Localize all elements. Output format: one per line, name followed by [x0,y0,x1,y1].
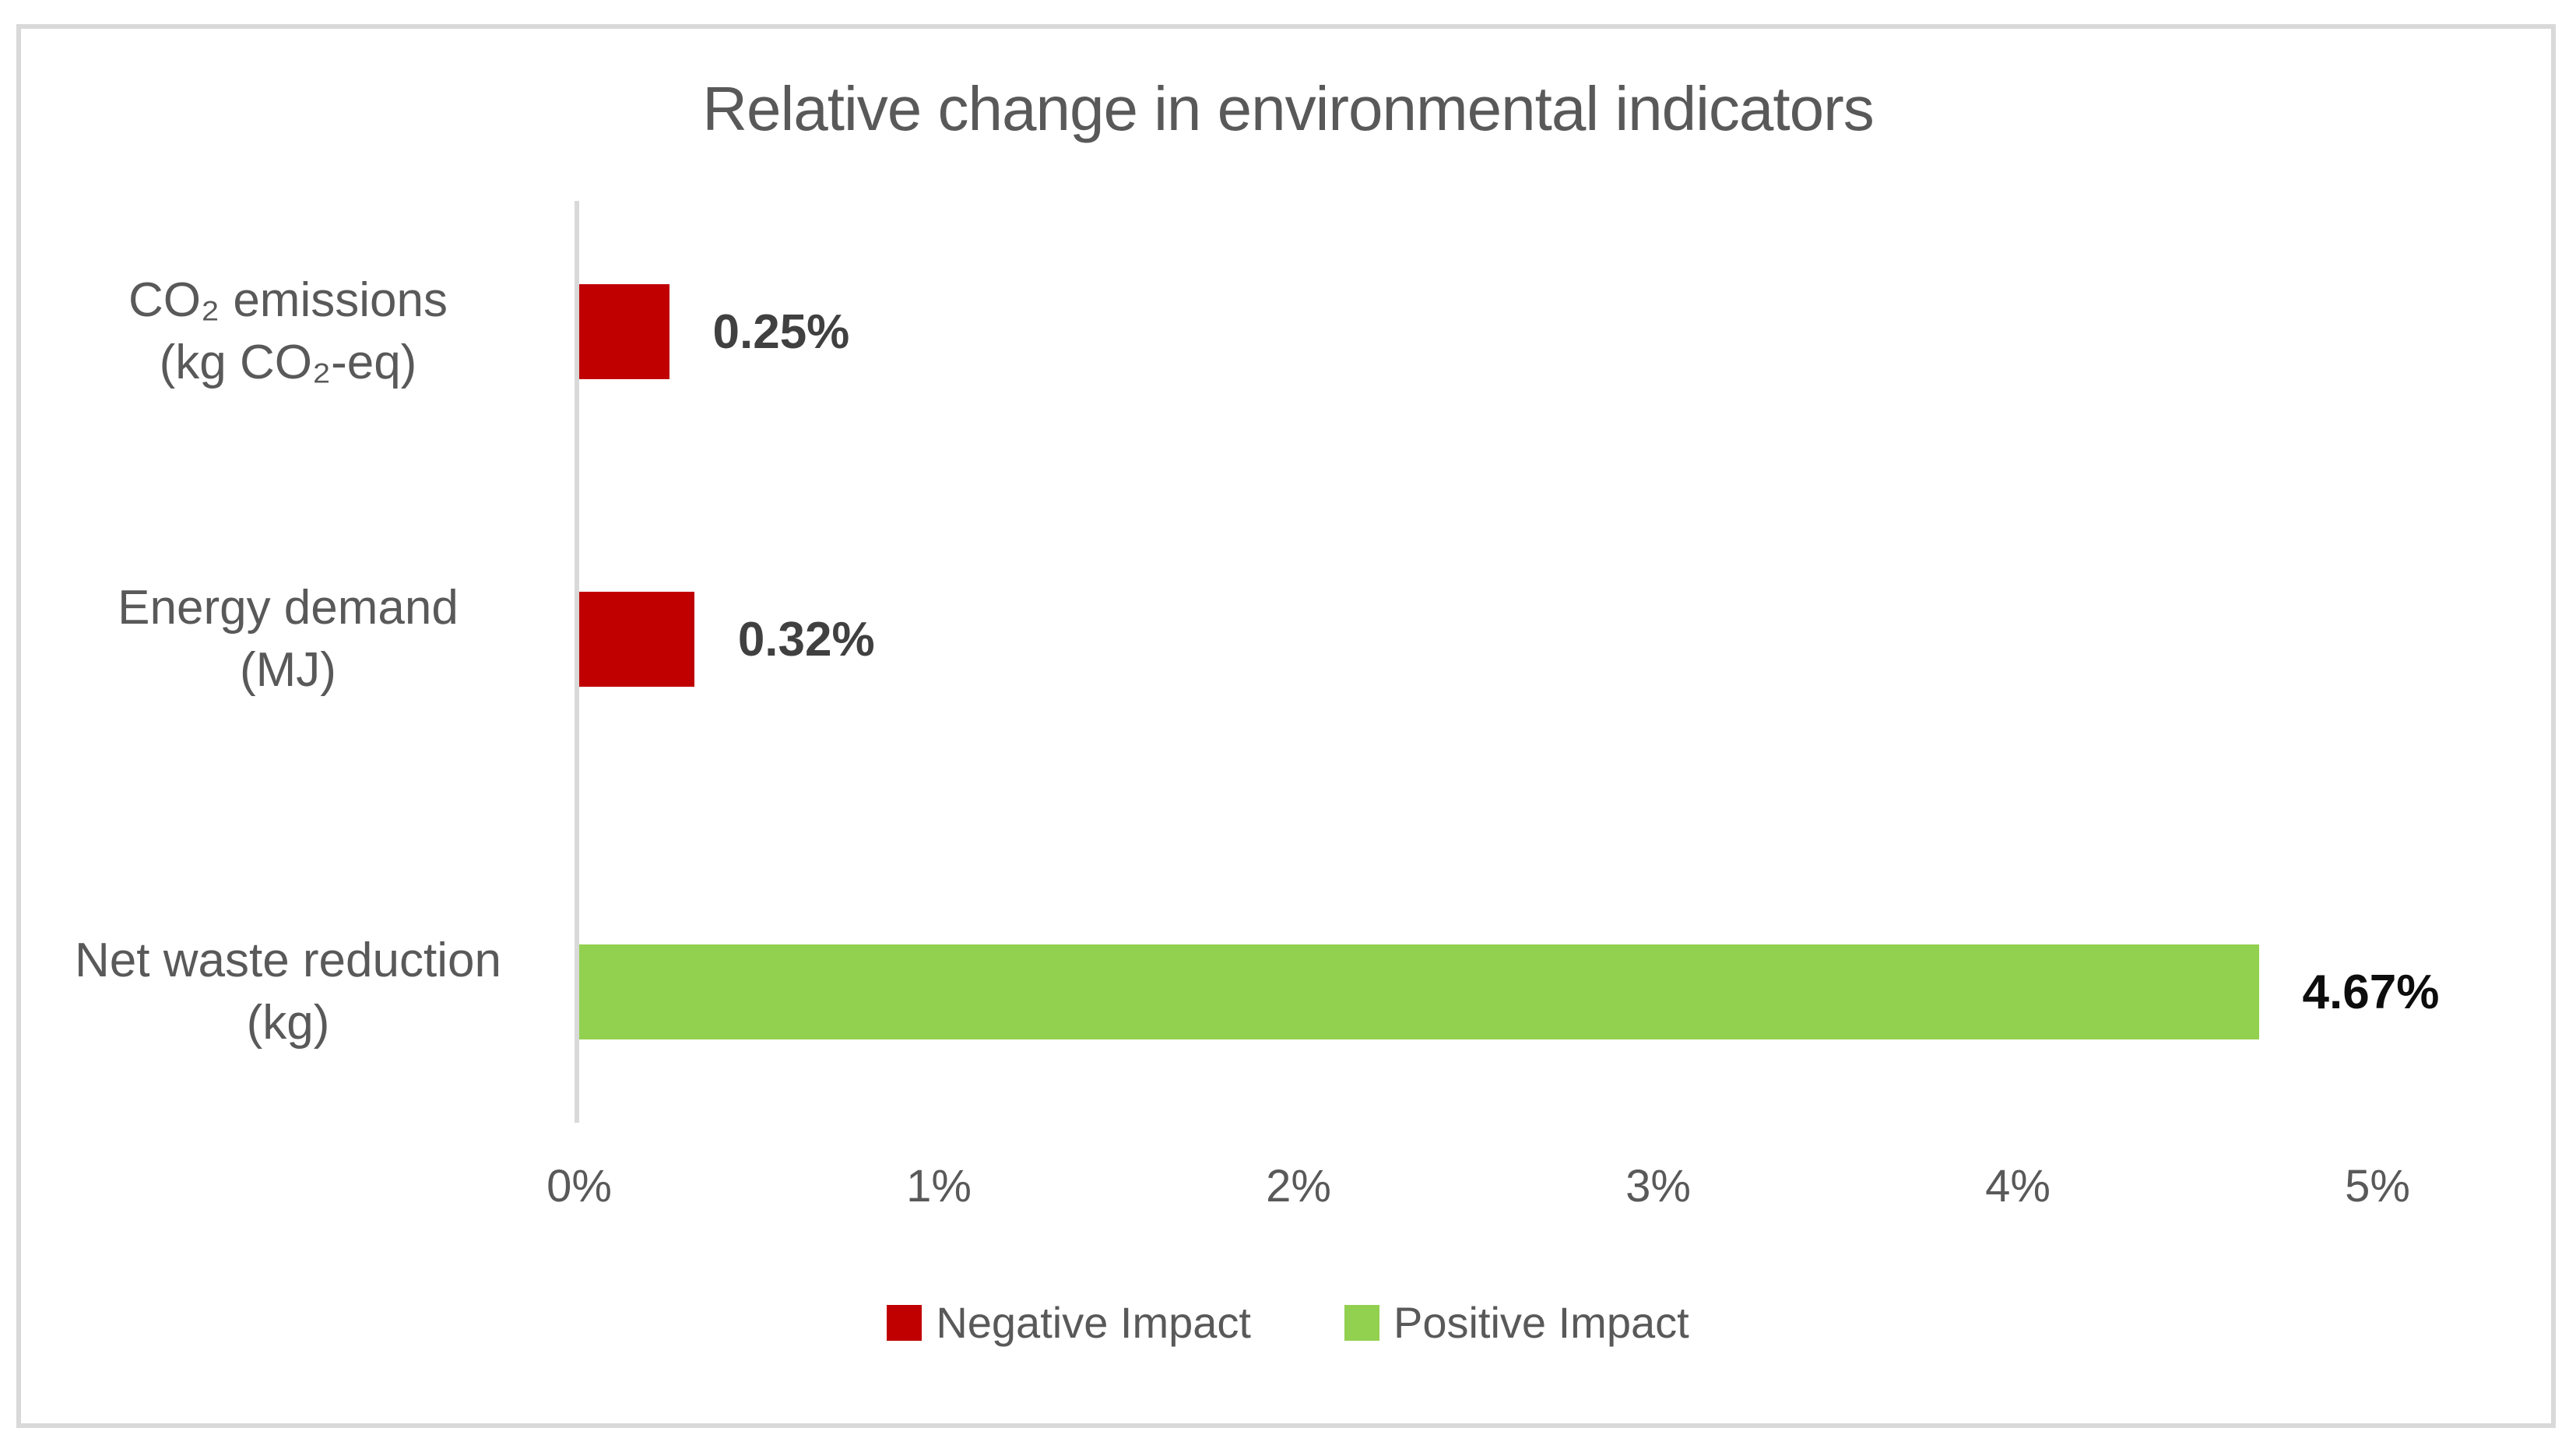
x-tick-label-3: 3% [1625,1161,1691,1212]
category-label-co2-emissions: CO₂ emissions (kg CO₂-eq) [23,269,553,394]
bar-row-energy-demand: 0.32% [579,592,2377,687]
legend-swatch-positive-icon [1344,1304,1379,1341]
x-axis: 0% 1% 2% 3% 4% 5% [546,1160,2410,1222]
x-tick-label-4: 4% [1985,1161,2051,1212]
chart-title: Relative change in environmental indicat… [702,74,1875,143]
x-tick-label-5: 5% [2345,1161,2410,1212]
category-label-energy-demand: Energy demand (MJ) [23,577,553,702]
category-label-line1: Net waste reduction [75,934,501,987]
bar-energy-demand [579,592,694,687]
bar-row-co2-emissions: 0.25% [579,284,2377,379]
category-label-line2: (kg CO₂-eq) [159,336,417,389]
plot-area: 0.25% 0.32% 4.67% [579,201,2439,1123]
x-tick-label-2: 2% [1266,1161,1331,1212]
legend-item-negative-impact: Negative Impact [887,1297,1251,1348]
legend: Negative Impact Positive Impact [0,1297,2576,1348]
category-label-line2: (MJ) [240,643,336,697]
x-tick-label-0: 0% [546,1161,612,1212]
y-axis-line [575,201,579,1123]
category-label-line1: Energy demand [118,581,459,635]
bar-co2-emissions [579,284,669,379]
value-label-net-waste-reduction: 4.67% [2302,965,2440,1019]
category-label-line2: (kg) [246,996,330,1050]
value-label-co2-emissions: 0.25% [712,304,850,359]
value-label-energy-demand: 0.32% [737,612,875,666]
bar-net-waste-reduction [579,944,2259,1039]
category-label-net-waste-reduction: Net waste reduction (kg) [23,930,553,1054]
x-tick-label-1: 1% [906,1161,972,1212]
bar-row-net-waste-reduction: 4.67% [579,944,2439,1039]
chart-border [16,24,2556,1428]
legend-label-positive-impact: Positive Impact [1393,1298,1689,1347]
legend-swatch-negative-icon [887,1304,923,1341]
legend-label-negative-impact: Negative Impact [936,1298,1251,1347]
legend-item-positive-impact: Positive Impact [1344,1297,1689,1348]
category-label-line1: CO₂ emissions [128,273,448,327]
